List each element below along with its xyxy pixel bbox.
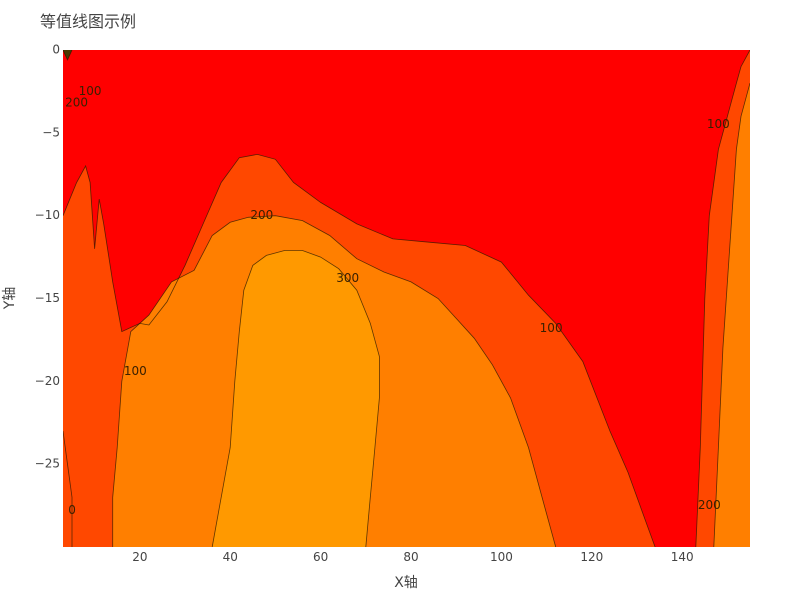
contour-label: 100 bbox=[124, 364, 147, 378]
contour-line-level-200-main bbox=[112, 215, 557, 547]
contour-label: 200 bbox=[698, 498, 721, 512]
contour-lines bbox=[63, 50, 750, 547]
x-tick-label: 40 bbox=[223, 550, 238, 564]
contour-line-level-0-tl bbox=[63, 50, 73, 61]
contour-label: 100 bbox=[79, 84, 102, 98]
y-tick-label: 0 bbox=[52, 43, 60, 57]
y-tick-label: −15 bbox=[35, 291, 60, 305]
contour-line-level-100-right bbox=[695, 50, 750, 547]
contour-label: 300 bbox=[336, 271, 359, 285]
contour-label: 100 bbox=[540, 321, 563, 335]
x-axis-ticks: 20 40 60 80 100 120 140 bbox=[132, 550, 693, 564]
x-axis-title: X轴 bbox=[394, 575, 418, 591]
band-below-0 bbox=[63, 50, 72, 60]
chart-title: 等值线图示例 bbox=[40, 12, 137, 31]
x-tick-label: 60 bbox=[313, 550, 328, 564]
contour-fills bbox=[63, 50, 750, 547]
contour-line-level-300-main bbox=[211, 250, 380, 547]
x-tick-label: 80 bbox=[403, 550, 418, 564]
y-tick-label: −20 bbox=[35, 374, 60, 388]
x-tick-label: 140 bbox=[671, 550, 694, 564]
y-axis-ticks: 0 −5 −10 −15 −20 −25 bbox=[35, 43, 60, 471]
contour-label: 200 bbox=[250, 208, 273, 222]
band-200-300-right bbox=[713, 83, 750, 547]
contour-label: 0 bbox=[68, 503, 76, 517]
y-tick-label: −5 bbox=[42, 125, 60, 139]
x-tick-label: 20 bbox=[132, 550, 147, 564]
contour-label: 200 bbox=[65, 96, 88, 110]
contour-line-level-100-main bbox=[63, 153, 656, 547]
contour-line-level-0-left bbox=[63, 430, 73, 547]
y-tick-label: −10 bbox=[35, 208, 60, 222]
y-tick-label: −25 bbox=[35, 457, 60, 471]
x-tick-label: 120 bbox=[580, 550, 603, 564]
contour-line-level-200-right bbox=[713, 82, 750, 547]
band-above-300 bbox=[212, 250, 380, 547]
y-axis-title: Y轴 bbox=[2, 287, 18, 311]
contour-label: 100 bbox=[707, 117, 730, 131]
x-tick-label: 100 bbox=[490, 550, 513, 564]
